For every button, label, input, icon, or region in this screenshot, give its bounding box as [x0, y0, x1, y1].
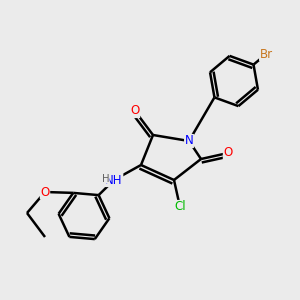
Text: Br: Br [260, 47, 273, 61]
Text: Cl: Cl [174, 200, 186, 214]
Text: O: O [224, 146, 232, 160]
Text: N: N [184, 134, 194, 148]
Text: O: O [40, 185, 50, 199]
Text: NH: NH [105, 173, 123, 187]
Text: O: O [130, 104, 140, 118]
Text: H: H [102, 173, 109, 184]
